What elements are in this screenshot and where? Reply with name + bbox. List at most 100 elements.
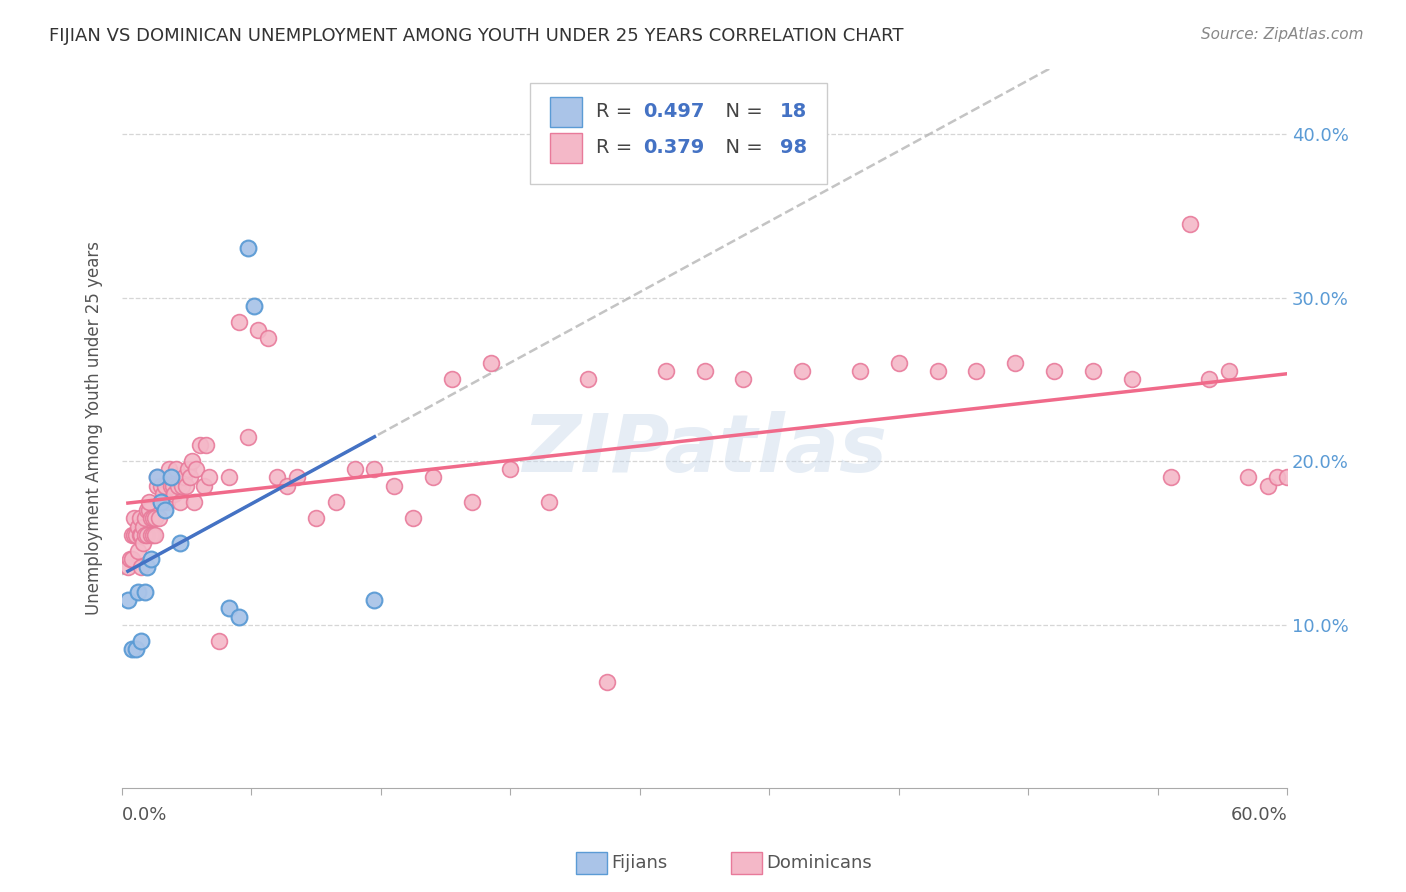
Text: FIJIAN VS DOMINICAN UNEMPLOYMENT AMONG YOUTH UNDER 25 YEARS CORRELATION CHART: FIJIAN VS DOMINICAN UNEMPLOYMENT AMONG Y… — [49, 27, 904, 45]
Point — [121, 527, 143, 541]
Point — [965, 364, 987, 378]
FancyBboxPatch shape — [550, 133, 582, 163]
Point — [146, 470, 169, 484]
Point — [183, 495, 205, 509]
Point — [122, 527, 145, 541]
Text: 0.497: 0.497 — [643, 103, 704, 121]
Point — [163, 487, 186, 501]
Point — [141, 511, 163, 525]
Point — [122, 511, 145, 525]
Point — [218, 470, 240, 484]
Point — [1218, 364, 1240, 378]
Text: R =: R = — [596, 138, 638, 157]
Point — [157, 462, 180, 476]
Point — [127, 585, 149, 599]
Point — [141, 552, 163, 566]
Point — [1275, 470, 1298, 484]
Point — [238, 429, 260, 443]
Point — [344, 462, 367, 476]
Point — [149, 495, 172, 509]
Text: 18: 18 — [780, 103, 807, 121]
Point — [132, 536, 155, 550]
Text: ZIPatlas: ZIPatlas — [522, 411, 887, 489]
Point — [134, 527, 156, 541]
Text: 98: 98 — [780, 138, 807, 157]
Point — [149, 495, 172, 509]
Point — [134, 585, 156, 599]
Point — [153, 478, 176, 492]
Point — [124, 527, 146, 541]
Point — [118, 552, 141, 566]
Text: Dominicans: Dominicans — [766, 854, 872, 871]
Point — [1081, 364, 1104, 378]
Point — [1178, 217, 1201, 231]
Point — [184, 462, 207, 476]
Point — [172, 478, 194, 492]
Point — [153, 503, 176, 517]
Point — [174, 478, 197, 492]
Point — [887, 356, 910, 370]
Point — [538, 495, 561, 509]
Point — [159, 470, 181, 484]
Point — [1267, 470, 1289, 484]
FancyBboxPatch shape — [550, 96, 582, 127]
Point — [132, 519, 155, 533]
Point — [149, 478, 172, 492]
Point — [266, 470, 288, 484]
Point — [142, 527, 165, 541]
Point — [238, 242, 260, 256]
Point — [136, 527, 159, 541]
Point — [121, 642, 143, 657]
Point — [134, 511, 156, 525]
Point — [188, 438, 211, 452]
Text: R =: R = — [596, 103, 638, 121]
Point — [124, 642, 146, 657]
Point — [128, 527, 150, 541]
Point — [1121, 372, 1143, 386]
Point — [927, 364, 949, 378]
Point — [136, 503, 159, 517]
Point — [228, 609, 250, 624]
Point — [162, 478, 184, 492]
Point — [325, 495, 347, 509]
Point — [693, 364, 716, 378]
Point — [165, 462, 187, 476]
Point — [194, 438, 217, 452]
Point — [121, 552, 143, 566]
Point — [733, 372, 755, 386]
Text: Fijians: Fijians — [612, 854, 668, 871]
Point — [276, 478, 298, 492]
Y-axis label: Unemployment Among Youth under 25 years: Unemployment Among Youth under 25 years — [86, 242, 103, 615]
Point — [198, 470, 221, 484]
Point — [169, 536, 191, 550]
Point — [128, 511, 150, 525]
Point — [1257, 478, 1279, 492]
Point — [499, 462, 522, 476]
Point — [146, 478, 169, 492]
Point — [256, 331, 278, 345]
Point — [218, 601, 240, 615]
Point — [363, 593, 385, 607]
Point — [1198, 372, 1220, 386]
Point — [228, 315, 250, 329]
Point — [1043, 364, 1066, 378]
Point — [167, 478, 190, 492]
Point — [460, 495, 482, 509]
Point — [1237, 470, 1260, 484]
Point — [596, 675, 619, 690]
Point — [422, 470, 444, 484]
Point — [576, 372, 599, 386]
Point — [148, 511, 170, 525]
Point — [1160, 470, 1182, 484]
Point — [138, 503, 160, 517]
Text: 0.0%: 0.0% — [122, 806, 167, 824]
Point — [142, 511, 165, 525]
Text: 0.379: 0.379 — [643, 138, 704, 157]
Point — [138, 495, 160, 509]
Point — [243, 299, 266, 313]
Point — [153, 495, 176, 509]
Point — [177, 462, 200, 476]
Point — [849, 364, 872, 378]
Point — [285, 470, 308, 484]
Point — [136, 560, 159, 574]
